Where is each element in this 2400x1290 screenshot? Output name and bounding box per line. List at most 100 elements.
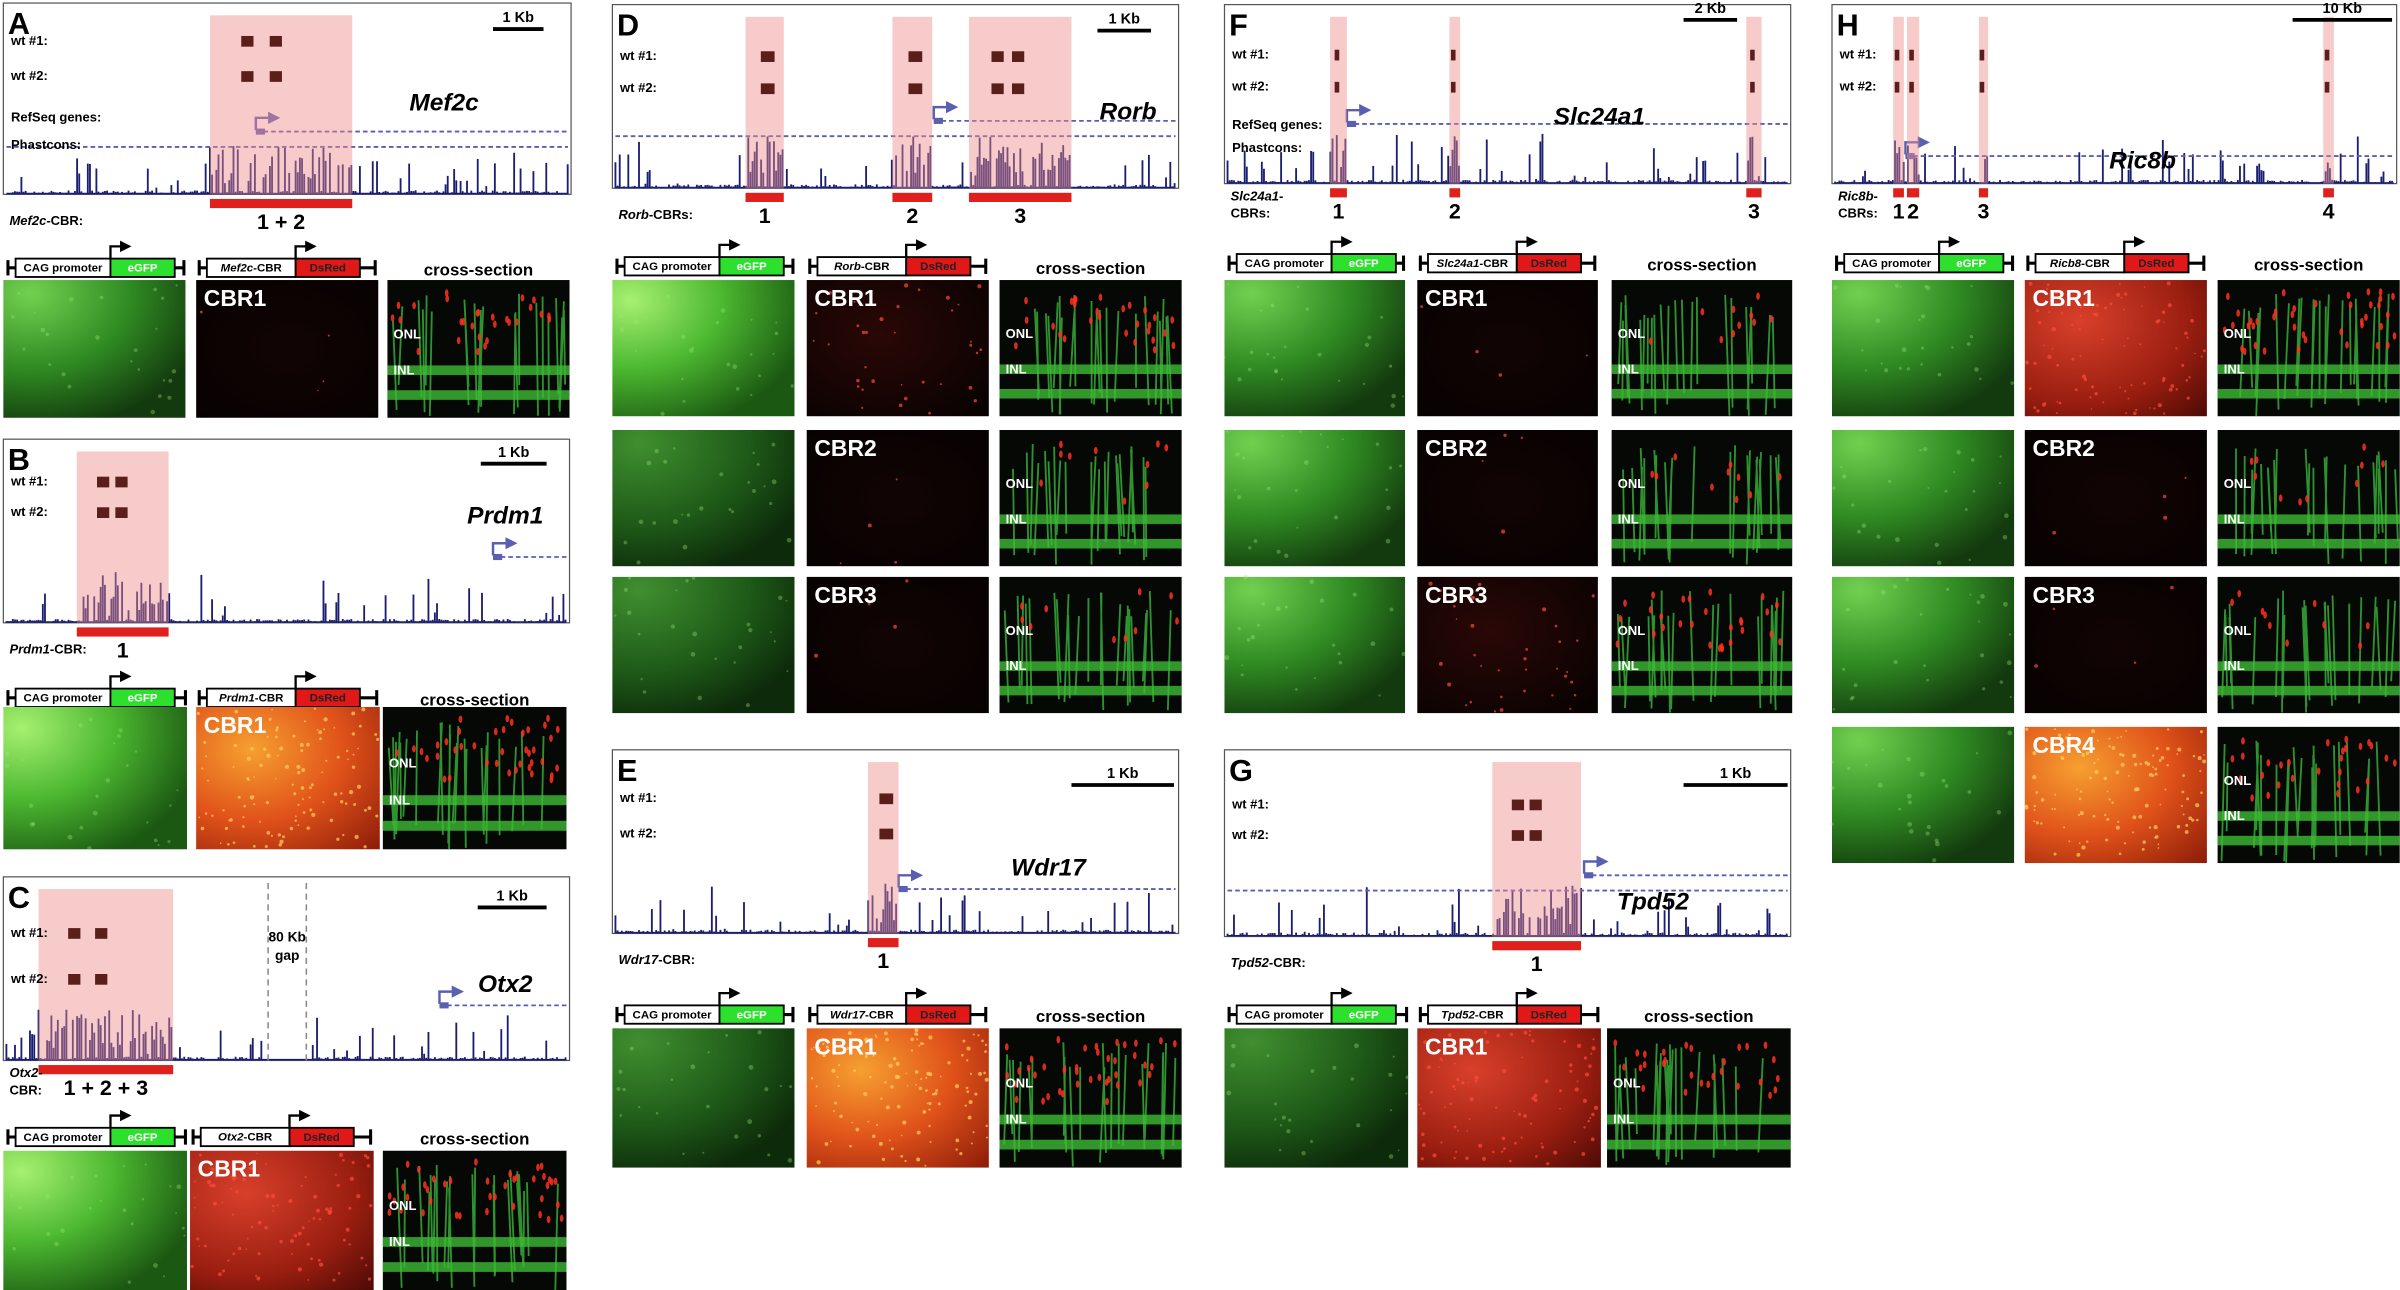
layer-label: ONL	[1006, 476, 1034, 491]
dsred-speckle	[1553, 1150, 1558, 1155]
section-nucleus	[2278, 494, 2283, 502]
cbr-number: 1	[1893, 199, 1905, 223]
dsred-speckle	[297, 1267, 302, 1272]
cbr-bar	[968, 192, 1072, 202]
dsred-speckle	[2078, 328, 2081, 331]
section-nucleus	[1073, 295, 1077, 303]
gfp-speckle	[1966, 342, 1971, 346]
section-nucleus	[2385, 311, 2390, 319]
dsred-speckle	[245, 1248, 248, 1251]
dsred-speckle	[342, 1238, 346, 1242]
dsred-speckle	[814, 653, 819, 658]
gene-name: Ric8b	[2109, 148, 2176, 175]
dsred-speckle	[937, 1102, 941, 1106]
dsred-speckle	[1563, 1040, 1567, 1043]
gfp-speckle	[692, 631, 698, 637]
layer-label: ONL	[1613, 1075, 1641, 1090]
section-nucleus	[1143, 1061, 1147, 1069]
dsred-speckle	[900, 1154, 904, 1158]
gfp-speckle	[1246, 637, 1251, 642]
layer-label: INL	[1006, 1112, 1027, 1127]
construct-label: Otx2-CBR	[218, 1132, 273, 1144]
dsred-speckle	[984, 1050, 987, 1053]
dsred-speckle	[2152, 766, 2154, 769]
cbr-highlight	[2323, 16, 2334, 184]
gfp-speckle	[691, 576, 696, 580]
dsred-speckle	[1449, 1102, 1453, 1106]
gfp-speckle	[181, 1226, 185, 1230]
section-nucleus	[1765, 608, 1770, 616]
section-nucleus	[412, 745, 416, 753]
section-nucleus	[488, 1192, 493, 1201]
section-nucleus	[529, 770, 534, 778]
dsred-speckle	[896, 1075, 901, 1079]
section-nucleus	[425, 754, 429, 763]
gfp-image	[1831, 576, 2015, 714]
section-band	[2217, 835, 2400, 846]
cbr-bar	[1893, 188, 1904, 198]
cbr-label-text: -	[1279, 189, 1283, 204]
gfp-speckle	[1970, 284, 1973, 288]
construct-reporter	[109, 257, 176, 278]
dsred-image	[1417, 1028, 1601, 1168]
gfp-speckle	[772, 352, 775, 355]
gfp-speckle	[622, 1087, 626, 1092]
dsred-image	[806, 576, 989, 714]
gfp-speckle	[1881, 748, 1884, 751]
dsred-speckle	[962, 1039, 966, 1043]
gfp-speckle	[1280, 378, 1284, 381]
dsred-speckle	[2128, 774, 2130, 777]
dsred-speckle	[2123, 344, 2126, 347]
dsred-speckle	[916, 1157, 921, 1162]
gfp-speckle	[1303, 460, 1309, 465]
section-nucleus	[549, 734, 553, 742]
gfp-speckle	[707, 1051, 710, 1054]
dsred-speckle	[193, 1180, 196, 1183]
section-band	[1611, 661, 1793, 671]
dsred-speckle	[230, 1175, 233, 1178]
dsred-speckle	[1576, 1080, 1579, 1083]
dsred-speckle	[325, 759, 328, 762]
wt-mark	[1909, 81, 1914, 93]
wt-mark	[1334, 81, 1340, 93]
section-nucleus	[514, 766, 518, 774]
dsred-speckle	[351, 765, 356, 769]
gfp-speckle	[1978, 620, 1981, 623]
cbr-label: Rorb-CBRs:	[619, 207, 693, 222]
dsred-speckle	[228, 819, 231, 822]
construct-label: CAG promoter	[633, 1009, 713, 1021]
dsred-speckle	[1558, 640, 1562, 644]
dsred-speckle	[1456, 1129, 1459, 1132]
dsred-speckle	[2185, 379, 2188, 382]
dsred-speckle	[2164, 788, 2167, 791]
section-band	[382, 795, 567, 806]
section-nucleus	[543, 721, 547, 729]
gfp-speckle	[2009, 695, 2012, 699]
dsred-speckle	[308, 1220, 310, 1223]
gfp-speckle	[1865, 763, 1868, 767]
dsred-speckle	[1558, 1089, 1562, 1093]
dsred-speckle	[1439, 1057, 1443, 1061]
dsred-speckle	[367, 806, 372, 810]
gfp-speckle	[1397, 1149, 1400, 1152]
dsred-speckle	[2117, 736, 2119, 739]
cbr-bar	[892, 192, 933, 202]
dsred-speckle	[2092, 312, 2095, 316]
section-nucleus	[2345, 341, 2349, 349]
gfp-speckle	[750, 318, 753, 321]
dsred-speckle	[291, 1252, 294, 1255]
dsred-speckle	[290, 1239, 294, 1244]
dsred-speckle	[2105, 838, 2109, 842]
wt-mark	[95, 974, 108, 985]
dsred-speckle	[1452, 1084, 1456, 1088]
section-band	[1611, 364, 1793, 375]
dsred-speckle	[2025, 727, 2029, 731]
section-nucleus	[2290, 310, 2295, 319]
dsred-speckle	[264, 1162, 267, 1165]
gfp-speckle	[116, 733, 121, 739]
dsred-speckle	[219, 842, 222, 845]
dsred-speckle	[922, 1042, 925, 1045]
gfp-speckle	[1386, 505, 1391, 510]
dsred-speckle	[300, 749, 304, 753]
dsred-speckle	[2203, 754, 2205, 756]
